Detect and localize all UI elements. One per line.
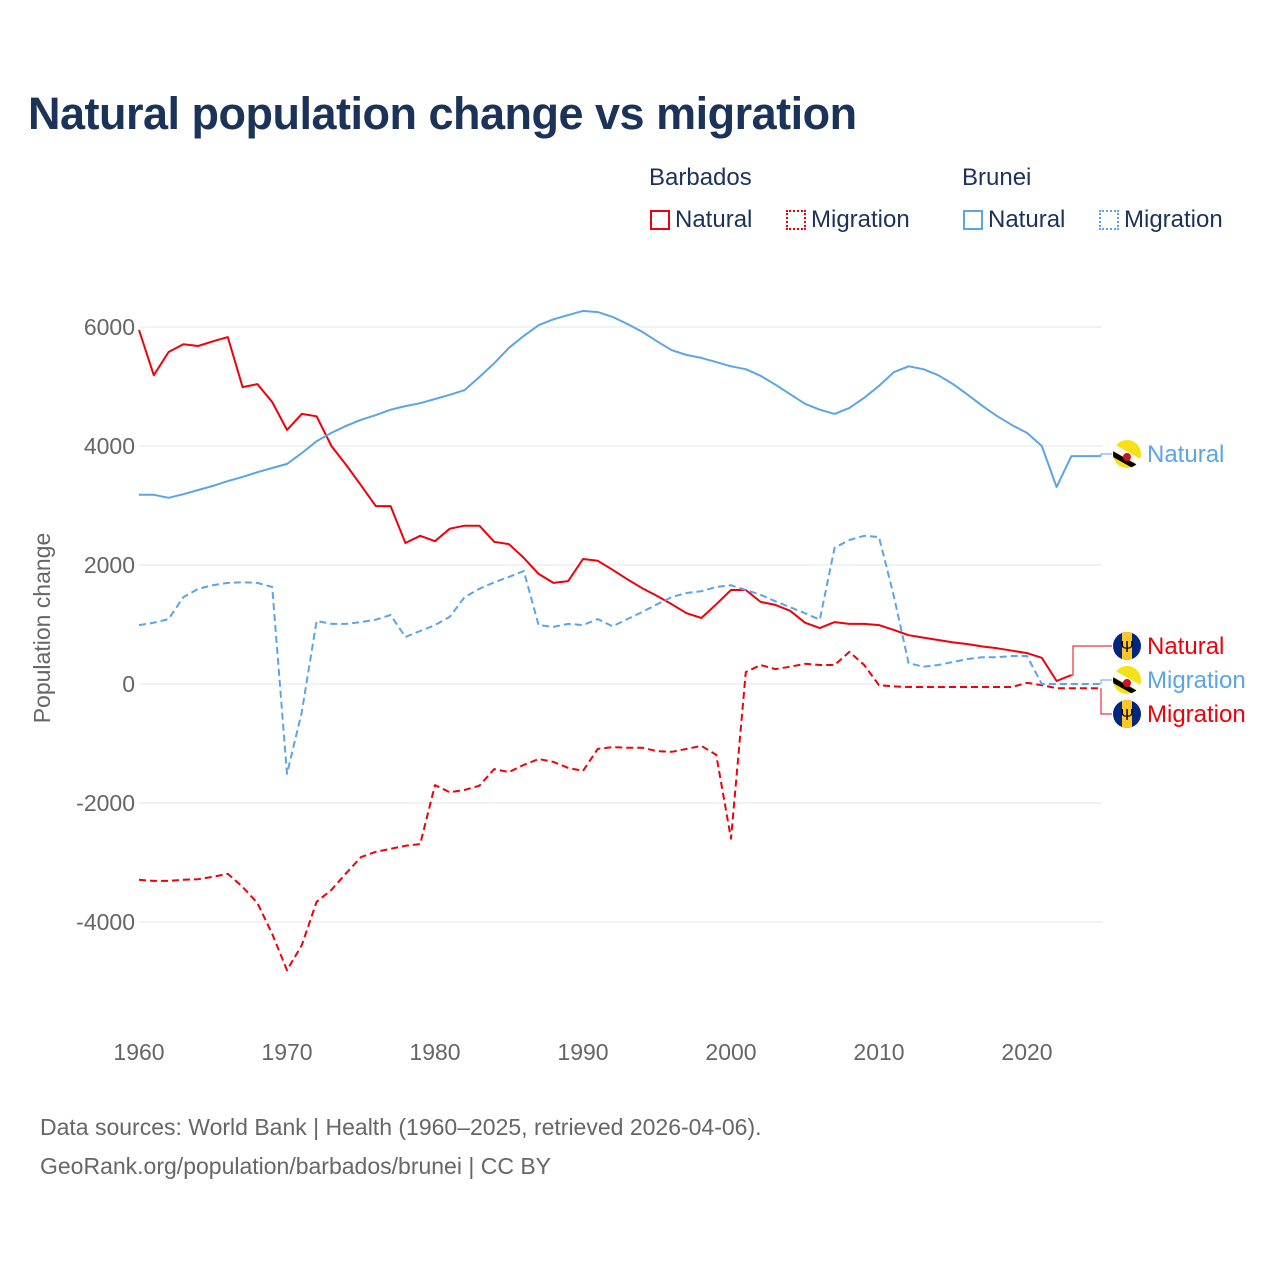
legend-barbados-natural[interactable]: Natural (650, 206, 752, 234)
x-tick-label: 1980 (409, 1039, 460, 1065)
x-tick-label: 1970 (261, 1039, 312, 1065)
legend-group-barbados: Barbados (649, 164, 752, 191)
y-tick-label: 0 (122, 671, 135, 697)
attribution-link[interactable]: GeoRank.org/population/barbados/brunei |… (40, 1153, 552, 1179)
legend-brunei-natural[interactable]: Natural (963, 206, 1065, 234)
svg-text:Ψ: Ψ (1120, 707, 1133, 724)
brunei-flag-icon (1113, 440, 1141, 468)
end-label-barbados-migration: Migration (1147, 701, 1246, 728)
legend-label: Natural (675, 206, 753, 233)
legend-swatch-solid (650, 210, 670, 230)
svg-text:Ψ: Ψ (1120, 639, 1133, 656)
y-tick-label: 4000 (84, 433, 135, 459)
legend-label: Migration (1124, 206, 1223, 233)
barbados-flag-icon: Ψ (1113, 700, 1141, 728)
brunei-flag-icon (1113, 666, 1141, 694)
leader-line (1100, 679, 1112, 684)
legend-label: Migration (811, 206, 910, 233)
end-label-brunei-natural: Natural (1147, 441, 1224, 468)
y-tick-label: -2000 (76, 790, 135, 816)
end-label-brunei-migration: Migration (1147, 667, 1246, 694)
leader-line (1100, 688, 1112, 715)
leader-line (1071, 645, 1112, 676)
x-tick-label: 2010 (853, 1039, 904, 1065)
series-barbados-natural[interactable] (138, 329, 1072, 682)
chart-title: Natural population change vs migration (28, 88, 857, 139)
series-brunei-natural[interactable] (139, 309, 1101, 499)
data-source: Data sources: World Bank | Health (1960–… (40, 1114, 762, 1140)
x-tick-label: 2020 (1001, 1039, 1052, 1065)
y-tick-label: 2000 (84, 552, 135, 578)
leader-line (1100, 453, 1112, 457)
legend-swatch-dotted (786, 210, 806, 230)
y-tick-label: -4000 (76, 909, 135, 935)
x-tick-label: 2000 (705, 1039, 756, 1065)
legend-swatch-solid (963, 210, 983, 230)
series-brunei-migration[interactable] (138, 534, 1101, 775)
legend-label: Natural (988, 206, 1066, 233)
legend-swatch-dotted (1099, 210, 1119, 230)
legend-brunei-migration[interactable]: Migration (1099, 206, 1223, 234)
footer: Data sources: World Bank | Health (1960–… (40, 1108, 762, 1186)
x-tick-label: 1960 (113, 1039, 164, 1065)
y-axis-label: Population change (29, 533, 55, 724)
end-label-barbados-natural: Natural (1147, 633, 1224, 660)
y-tick-label: 6000 (84, 314, 135, 340)
barbados-flag-icon: Ψ (1113, 632, 1141, 660)
x-tick-label: 1990 (557, 1039, 608, 1065)
series-barbados-migration[interactable] (138, 650, 1101, 972)
legend-barbados-migration[interactable]: Migration (786, 206, 910, 234)
legend-group-brunei: Brunei (962, 164, 1032, 191)
